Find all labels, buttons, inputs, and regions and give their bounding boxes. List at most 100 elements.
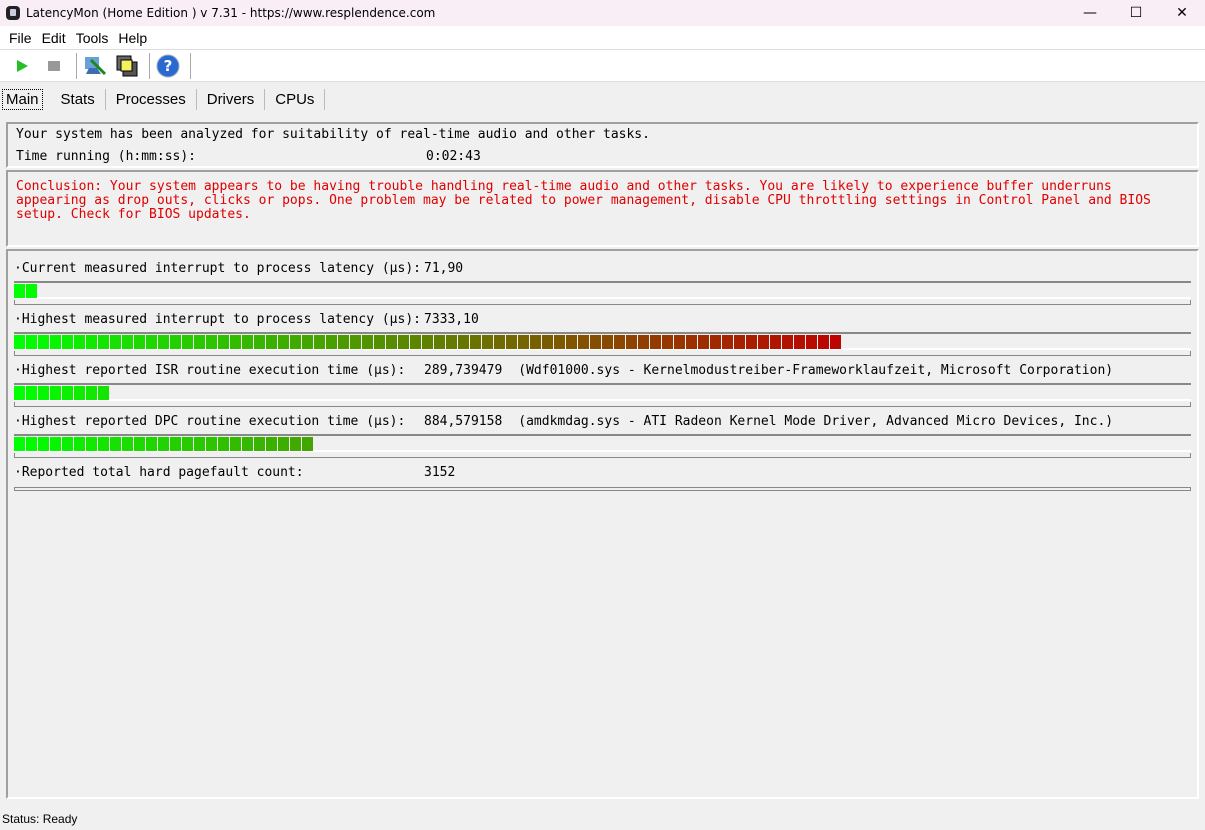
summary-panel: Your system has been analyzed for suitab… [6,122,1199,168]
meter-segment [518,335,529,349]
meter-segment [530,335,541,349]
separator [149,52,150,79]
meter-segment [134,437,145,451]
latency-meter [14,434,1191,452]
meter-segment [710,335,721,349]
meter-segment [722,335,733,349]
meter-segment [14,437,25,451]
menu-tools[interactable]: Tools [75,29,109,46]
meter-segment [254,335,265,349]
meter-segment [134,335,145,349]
meter-segment [638,335,649,349]
meter-segment [614,335,625,349]
svg-text:?: ? [164,57,173,75]
maximize-button[interactable]: ☐ [1129,5,1143,21]
meter-segment [170,437,181,451]
menu-help[interactable]: Help [118,29,148,46]
meter-segment [62,437,73,451]
meter-segment [218,335,229,349]
tab-bar: Main Stats Processes Drivers CPUs [0,82,1205,116]
meter-segment [14,284,25,298]
metric-row: ·Current measured interrupt to process l… [14,259,1191,310]
meter-segment [398,335,409,349]
meter-segment [26,437,37,451]
meter-segment [74,437,85,451]
meter-segment [698,335,709,349]
meter-segment [434,335,445,349]
latency-meter [14,281,1191,299]
meter-segment [86,437,97,451]
meter-segment [110,437,121,451]
meter-segment [146,437,157,451]
meter-segment [446,335,457,349]
tab-processes[interactable]: Processes [106,88,197,110]
meter-segment [158,437,169,451]
meter-segment [758,335,769,349]
meter-segment [14,335,25,349]
meter-segment [338,335,349,349]
meter-segment [110,335,121,349]
start-button[interactable] [8,53,36,79]
divider [14,487,1191,491]
meter-segment [98,386,109,400]
meter-segment [470,335,481,349]
meter-segment [458,335,469,349]
meter-groove [14,402,1191,407]
metric-label: ·Current measured interrupt to process l… [14,260,421,276]
close-button[interactable]: ✕ [1176,5,1188,21]
meter-segment [98,437,109,451]
status-bar: Status: Ready [2,812,78,826]
meter-segment [50,437,61,451]
meter-segment [38,386,49,400]
meter-segment [386,335,397,349]
meter-segment [266,335,277,349]
meter-segment [158,335,169,349]
window-title: LatencyMon (Home Edition ) v 7.31 - http… [26,6,436,20]
meter-segment [74,335,85,349]
meter-segment [506,335,517,349]
meter-segment [494,335,505,349]
tab-drivers[interactable]: Drivers [197,88,266,110]
meter-segment [206,335,217,349]
meter-segment [278,437,289,451]
meter-segment [734,335,745,349]
help-button[interactable]: ? [154,53,182,79]
tab-main[interactable]: Main [2,88,43,110]
meter-segment [230,335,241,349]
meter-segment [770,335,781,349]
meter-segment [182,437,193,451]
meter-segment [626,335,637,349]
metric-row: ·Highest reported ISR routine execution … [14,361,1191,412]
title-bar: LatencyMon (Home Edition ) v 7.31 - http… [0,0,1205,26]
meter-segment [482,335,493,349]
play-icon [17,59,28,72]
latency-meter [14,383,1191,401]
tab-stats[interactable]: Stats [51,88,106,110]
meter-segment [266,437,277,451]
meter-segment [86,386,97,400]
meter-segment [230,437,241,451]
tab-cpus[interactable]: CPUs [265,88,326,110]
menu-edit[interactable]: Edit [41,29,66,46]
meter-segment [14,386,25,400]
stop-button[interactable] [40,53,68,79]
meter-segment [302,335,313,349]
pagefault-value: 3152 [424,464,456,480]
meter-segment [242,335,253,349]
menu-file[interactable]: File [9,29,32,46]
minimize-button[interactable]: — [1083,5,1097,21]
app-icon [6,6,20,20]
meter-segment [602,335,613,349]
meter-segment [170,335,181,349]
monitor-button[interactable] [81,53,109,79]
meter-segment [314,335,325,349]
meter-segment [746,335,757,349]
metric-detail: (Wdf01000.sys - Kernelmodustreiber-Frame… [518,362,1114,378]
meter-segment [50,386,61,400]
meter-segment [410,335,421,349]
meter-segment [566,335,577,349]
windows-button[interactable] [113,53,141,79]
meter-segment [182,335,193,349]
meter-groove [14,453,1191,458]
meter-segment [62,335,73,349]
